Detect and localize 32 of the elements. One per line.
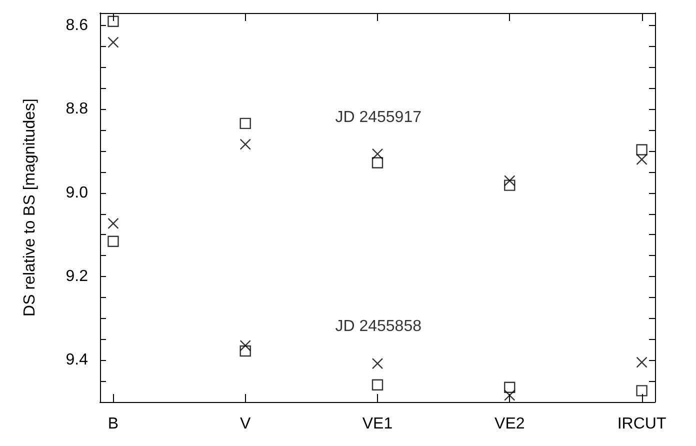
x-tick-label: VE1 <box>362 416 393 432</box>
point <box>636 144 648 156</box>
point <box>372 157 384 168</box>
point <box>240 138 251 150</box>
x-tick-label: IRCUT <box>617 416 666 432</box>
y-tick-label: 9.2 <box>66 268 88 286</box>
annotation: JD 2455917 <box>335 109 422 126</box>
point <box>372 148 384 160</box>
point <box>636 154 648 165</box>
point <box>636 356 648 368</box>
point <box>108 236 119 247</box>
y-axis-title: DS relative to BS [magnitudes] <box>22 98 38 316</box>
point <box>372 379 384 390</box>
point <box>504 180 516 191</box>
point <box>372 358 384 370</box>
y-tick-label: 8.8 <box>66 100 88 118</box>
y-tick-label: 9.4 <box>66 352 88 369</box>
point <box>240 345 251 357</box>
point <box>240 340 251 352</box>
point <box>240 118 251 130</box>
x-tick-label: B <box>108 416 119 432</box>
point <box>504 382 516 393</box>
point <box>108 16 119 27</box>
y-tick-label: 9.0 <box>66 184 88 202</box>
point <box>504 390 516 401</box>
x-tick-label: VE2 <box>494 416 525 432</box>
point <box>636 385 648 396</box>
point <box>108 218 119 229</box>
point <box>504 175 516 186</box>
x-tick-label: V <box>240 416 252 432</box>
y-tick-label: 8.6 <box>66 17 88 34</box>
annotation: JD 2455858 <box>335 318 422 336</box>
